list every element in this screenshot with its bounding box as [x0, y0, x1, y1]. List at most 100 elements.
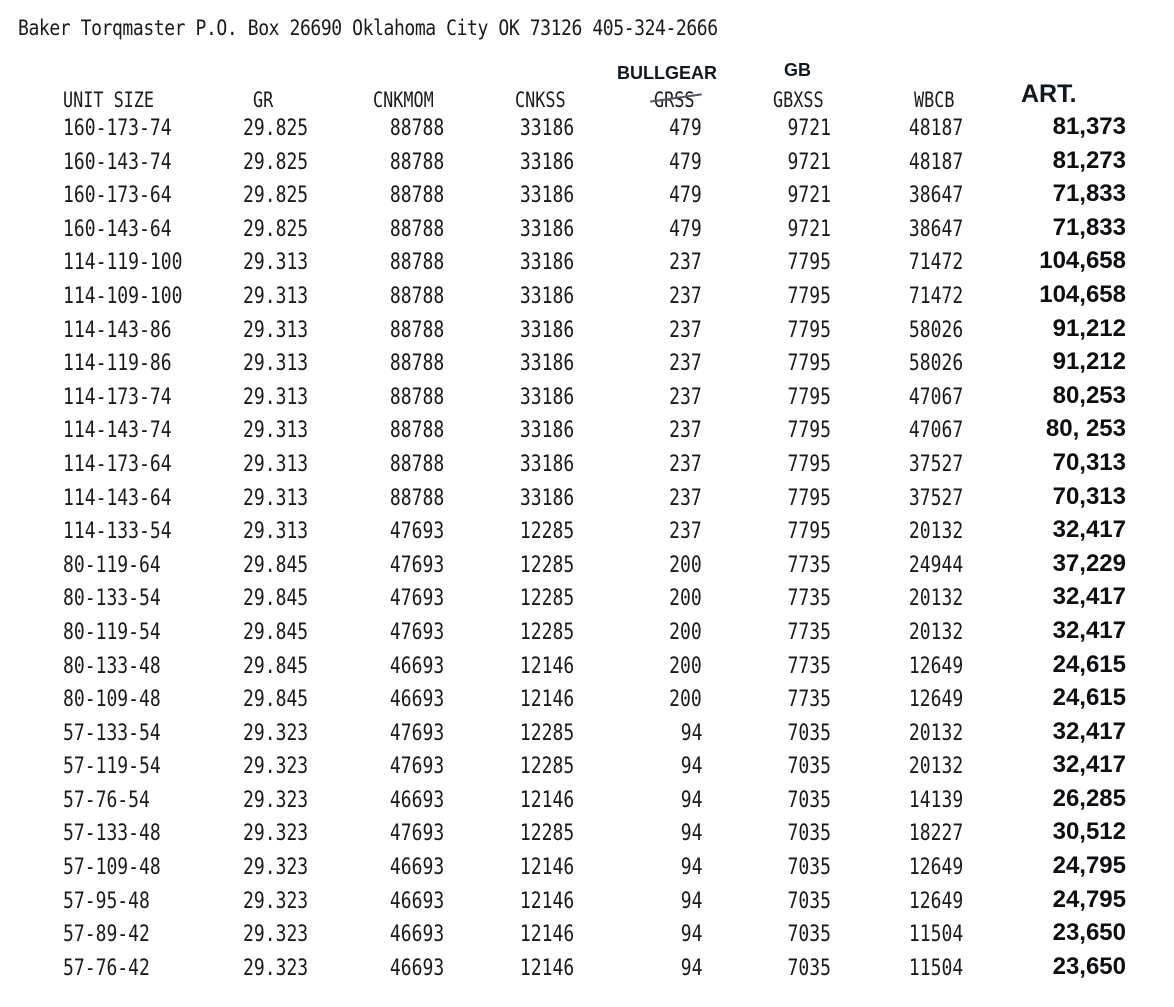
grss-cell: 237 — [669, 384, 702, 410]
cnkmom-header: CNKMOM — [373, 88, 434, 112]
unit-size-cell: 57-109-48 — [63, 855, 161, 881]
art-cell: 24,795 — [1052, 852, 1126, 880]
cnkmom-cell: 88788 — [389, 451, 444, 477]
art-cell: 70,313 — [1052, 448, 1126, 476]
grss-cell: 200 — [669, 619, 702, 645]
cnkmom-cell: 46693 — [389, 687, 444, 713]
art-cell: 23,650 — [1052, 919, 1126, 947]
gbxss-cell: 7795 — [787, 250, 831, 276]
art-cell: 32,417 — [1052, 717, 1126, 745]
gbxss-cell: 7035 — [787, 888, 831, 914]
grss-cell: 94 — [680, 754, 702, 780]
art-cell: 81,273 — [1052, 146, 1126, 174]
table-row: 114-143-86 29.313 88788 33186 237 7795 58026 91… — [0, 314, 1174, 348]
art-cell: 24,795 — [1052, 885, 1126, 913]
table-row: 57-133-54 29.323 47693 12285 94 7035 20132 32,4… — [0, 717, 1174, 751]
grss-cell: 200 — [669, 586, 702, 612]
cnkmom-cell: 46693 — [389, 888, 444, 914]
gr-cell: 29.825 — [243, 183, 309, 209]
grss-cell: 200 — [669, 653, 702, 679]
table-row: 114-119-100 29.313 88788 33186 237 7795 71472 1… — [0, 246, 1174, 280]
grss-cell: 237 — [669, 418, 702, 444]
cnkmom-cell: 47693 — [389, 821, 444, 847]
gr-cell: 29.323 — [243, 955, 309, 981]
table-row: 114-119-86 29.313 88788 33186 237 7795 58026 91… — [0, 347, 1174, 381]
wbcb-cell: 71472 — [908, 283, 963, 309]
cnkss-cell: 33186 — [519, 250, 574, 276]
art-cell: 70,313 — [1052, 482, 1126, 510]
cnkss-cell: 33186 — [519, 451, 574, 477]
gbxss-cell: 7795 — [787, 485, 831, 511]
art-cell: 26,285 — [1052, 784, 1126, 812]
table-row: 80-119-54 29.845 47693 12285 200 7735 20132 32,… — [0, 616, 1174, 650]
table-row: 57-109-48 29.323 46693 12146 94 7035 12649 24,7… — [0, 851, 1174, 885]
cnkss-cell: 12146 — [519, 687, 574, 713]
gbxss-cell: 7795 — [787, 317, 831, 343]
gr-cell: 29.825 — [243, 116, 309, 141]
grss-cell: 237 — [669, 451, 702, 477]
bullgear-annotation: BULLGEAR — [617, 63, 717, 83]
cnkmom-cell: 47693 — [389, 754, 444, 780]
unit-size-cell: 114-173-64 — [63, 451, 172, 477]
gbxss-cell: 7795 — [787, 519, 831, 545]
cnkss-cell: 33186 — [519, 418, 574, 444]
cnkmom-cell: 46693 — [389, 787, 444, 813]
cnkss-cell: 12285 — [519, 754, 574, 780]
grss-header: GRSS — [654, 88, 695, 112]
grss-cell: 94 — [680, 720, 702, 746]
unit-size-cell: 57-76-42 — [63, 955, 150, 981]
unit-size-cell: 160-173-74 — [63, 116, 172, 141]
cnkss-cell: 33186 — [519, 485, 574, 511]
gbxss-cell: 9721 — [787, 116, 831, 141]
gbxss-cell: 7035 — [787, 955, 831, 981]
table-row: 57-89-42 29.323 46693 12146 94 7035 11504 23,65… — [0, 918, 1174, 952]
grss-cell: 200 — [669, 552, 702, 578]
cnkmom-cell: 46693 — [389, 955, 444, 981]
gbxss-cell: 7035 — [787, 720, 831, 746]
art-cell: 104,658 — [1039, 247, 1126, 275]
wbcb-cell: 18227 — [908, 821, 963, 847]
art-cell: 24,615 — [1052, 684, 1126, 712]
gr-cell: 29.313 — [243, 519, 309, 545]
cnkss-cell: 33186 — [519, 384, 574, 410]
gr-cell: 29.323 — [243, 754, 309, 780]
gbxss-cell: 7035 — [787, 754, 831, 780]
unit-size-cell: 57-95-48 — [63, 888, 150, 914]
gbxss-header: GBXSS — [773, 88, 824, 112]
cnkss-cell: 33186 — [519, 283, 574, 309]
wbcb-cell: 38647 — [908, 216, 963, 242]
wbcb-cell: 20132 — [908, 720, 963, 746]
unit-size-cell: 160-173-64 — [63, 183, 172, 209]
table-row: 114-133-54 29.313 47693 12285 237 7795 20132 32… — [0, 515, 1174, 549]
cnkmom-cell: 88788 — [389, 283, 444, 309]
gr-cell: 29.313 — [243, 418, 309, 444]
cnkmom-cell: 88788 — [389, 384, 444, 410]
gbxss-cell: 7795 — [787, 351, 831, 377]
table-row: 57-133-48 29.323 47693 12285 94 7035 18227 30,5… — [0, 817, 1174, 851]
cnkss-cell: 12285 — [519, 586, 574, 612]
unit-size-cell: 160-143-74 — [63, 149, 172, 175]
wbcb-cell: 24944 — [908, 552, 963, 578]
gr-header: GR — [253, 88, 274, 112]
unit-size-cell: 57-133-54 — [63, 720, 161, 746]
wbcb-cell: 58026 — [908, 317, 963, 343]
cnkmom-cell: 47693 — [389, 586, 444, 612]
wbcb-cell: 14139 — [908, 787, 963, 813]
table-row: 57-119-54 29.323 47693 12285 94 7035 20132 32,4… — [0, 750, 1174, 784]
grss-cell: 237 — [669, 351, 702, 377]
table-row: 80-119-64 29.845 47693 12285 200 7735 24944 37,… — [0, 549, 1174, 583]
cnkmom-cell: 88788 — [389, 418, 444, 444]
wbcb-cell: 12649 — [908, 888, 963, 914]
cnkss-cell: 12285 — [519, 821, 574, 847]
gr-cell: 29.323 — [243, 787, 309, 813]
cnkmom-cell: 46693 — [389, 922, 444, 948]
table-row: 114-173-74 29.313 88788 33186 237 7795 47067 80… — [0, 381, 1174, 415]
cnkss-cell: 12146 — [519, 922, 574, 948]
gbxss-cell: 7035 — [787, 787, 831, 813]
table-row: 160-143-74 29.825 88788 33186 479 9721 48187 81… — [0, 146, 1174, 180]
wbcb-cell: 20132 — [908, 519, 963, 545]
unit-size-cell: 80-133-48 — [63, 653, 161, 679]
gb-annotation: GB — [784, 60, 811, 80]
unit-size-cell: 57-119-54 — [63, 754, 161, 780]
art-cell: 80,253 — [1052, 381, 1126, 409]
